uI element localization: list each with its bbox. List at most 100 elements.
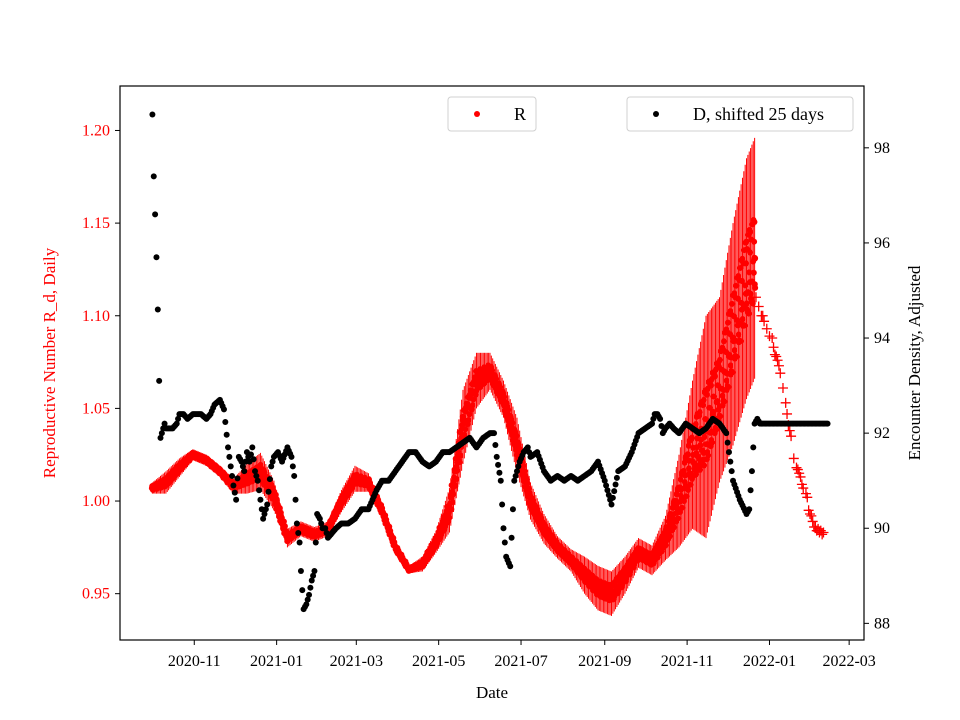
d-point — [149, 111, 156, 118]
d-point — [266, 476, 273, 483]
y-left-tick-label: 1.10 — [82, 308, 110, 325]
d-point — [601, 477, 608, 484]
y-axis-right: 88 90 92 94 96 98 — [864, 140, 890, 632]
r-point — [685, 465, 692, 472]
y-left-tick-label: 1.00 — [82, 493, 110, 510]
d-point — [156, 377, 163, 384]
y-right-tick-label: 90 — [874, 520, 890, 537]
r-forecast-marker — [759, 316, 770, 327]
x-tick-label: 2021-01 — [250, 653, 303, 670]
legend-r-label: R — [514, 104, 526, 124]
d-point — [173, 420, 180, 427]
r-point — [679, 504, 686, 511]
r-point — [699, 402, 706, 409]
legend-r-marker — [474, 111, 480, 117]
d-point — [725, 449, 732, 456]
r-point — [721, 398, 728, 405]
r-point — [520, 462, 527, 469]
r-forecast-marker — [768, 342, 779, 353]
y-left-tick-label: 1.15 — [82, 215, 110, 232]
r-point — [680, 467, 687, 474]
r-point — [681, 459, 688, 466]
y-right-tick-label: 96 — [874, 235, 890, 252]
r-point — [516, 445, 523, 452]
x-tick-label: 2022-01 — [743, 653, 796, 670]
plot-frame — [119, 85, 865, 641]
r-forecast-points — [750, 292, 829, 540]
d-point — [295, 530, 302, 537]
r-point — [667, 533, 674, 540]
r-point — [462, 426, 469, 433]
r-point — [697, 442, 704, 449]
d-point — [249, 444, 256, 451]
d-point — [611, 488, 618, 495]
r-forecast-marker — [772, 355, 783, 366]
r-point — [701, 462, 708, 469]
r-point — [706, 404, 713, 411]
r-forecast-marker — [782, 408, 793, 419]
d-point — [262, 506, 269, 513]
x-tick-label: 2020-11 — [168, 653, 221, 670]
r-point — [448, 506, 455, 513]
d-point — [161, 420, 168, 427]
r-point — [465, 417, 472, 424]
d-point — [229, 472, 236, 479]
d-point — [268, 463, 275, 470]
d-point — [750, 444, 757, 451]
d-point — [613, 474, 620, 481]
r-point — [453, 475, 460, 482]
d-point — [493, 453, 500, 460]
d-point — [157, 434, 164, 441]
r-point — [688, 434, 695, 441]
r-point — [709, 439, 716, 446]
d-point — [152, 211, 159, 218]
r-point — [281, 523, 288, 530]
d-point — [225, 444, 232, 451]
y-right-tick-label: 88 — [874, 615, 890, 632]
d-point — [310, 572, 317, 579]
r-point — [449, 499, 456, 506]
r-point — [461, 431, 468, 438]
x-tick-label: 2021-11 — [661, 653, 714, 670]
r-point — [469, 402, 476, 409]
r-point — [733, 353, 740, 360]
d-point — [513, 468, 520, 475]
r-point — [513, 432, 520, 439]
r-point — [685, 442, 692, 449]
r-forecast-marker — [757, 310, 768, 321]
d-point — [509, 506, 516, 513]
r-point — [739, 255, 746, 262]
d-point — [265, 488, 272, 495]
d-point — [746, 506, 753, 513]
legend-d-box — [626, 96, 854, 132]
d-point — [747, 487, 754, 494]
r-point — [723, 377, 730, 384]
r-point — [273, 496, 280, 503]
d-point — [603, 482, 610, 489]
d-point — [507, 563, 514, 570]
r-forecast-marker — [795, 471, 806, 482]
r-point — [501, 393, 508, 400]
r-point — [671, 524, 678, 531]
r-point — [497, 384, 504, 391]
legend-d-label: D, shifted 25 days — [693, 104, 824, 124]
r-point — [452, 482, 459, 489]
r-forecast-marker — [784, 425, 795, 436]
r-point — [470, 396, 477, 403]
r-point — [729, 300, 736, 307]
x-tick-label: 2021-09 — [578, 653, 631, 670]
d-point — [175, 415, 182, 422]
r-point — [683, 493, 690, 500]
y-left-tick-label: 1.20 — [82, 122, 110, 139]
r-point — [277, 509, 284, 516]
r-forecast-marker — [777, 383, 788, 394]
d-point — [308, 577, 315, 584]
r-point — [692, 421, 699, 428]
r-forecast-marker — [788, 453, 799, 464]
r-point — [747, 290, 754, 297]
y-right-tick-label: 92 — [874, 425, 890, 442]
r-forecast-marker — [786, 431, 797, 442]
d-point — [500, 525, 507, 532]
r-point — [505, 406, 512, 413]
d-point — [247, 451, 254, 458]
